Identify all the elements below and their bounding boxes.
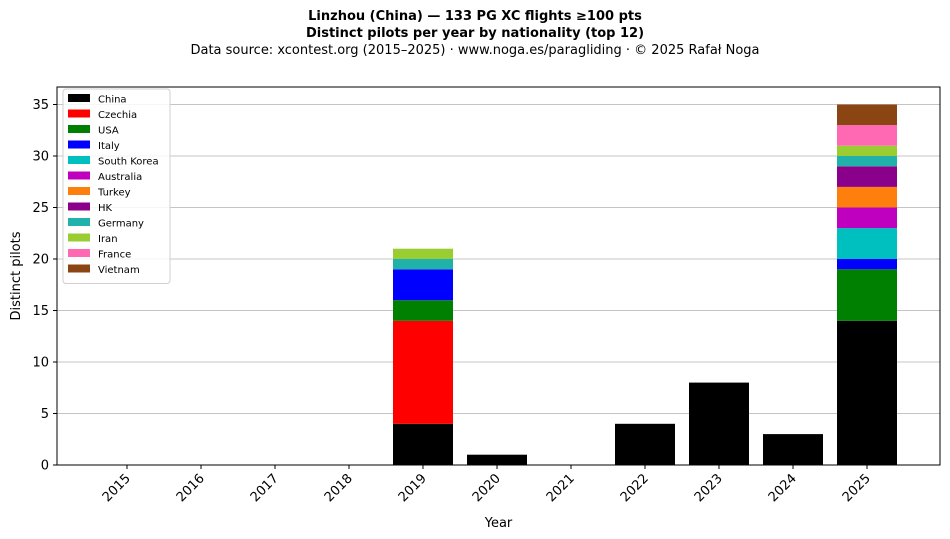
bar-segment: [393, 423, 453, 465]
x-tick-label: 2016: [174, 471, 208, 505]
y-tick-label: 0: [41, 459, 49, 474]
legend: China Czechia USA Italy South Korea Australia…: [62, 88, 171, 284]
legend-swatch: [68, 249, 90, 257]
legend-swatch: [68, 202, 90, 211]
x-tick-label: 2023: [692, 471, 726, 505]
x-axis: 2015 2016 2017 2018 2019 2020 2021 2022 2023 2024…: [100, 465, 874, 505]
gridlines: [57, 104, 940, 466]
legend-label: Australia: [98, 172, 142, 183]
chart-source: Data source: xcontest.org (2015–2025) · …: [190, 43, 760, 58]
legend-swatch: [68, 264, 90, 273]
x-axis-label: Year: [484, 516, 513, 531]
bar-segment: [615, 423, 675, 465]
legend-label: Iran: [98, 234, 118, 245]
bar-segment: [393, 259, 453, 270]
bar-segment: [837, 207, 897, 229]
bar-segment: [393, 320, 453, 424]
bar-segment: [837, 145, 897, 157]
x-tick-label: 2025: [840, 471, 874, 505]
legend-swatch: [68, 233, 90, 242]
legend-label: Czechia: [98, 110, 137, 121]
x-tick-label: 2019: [396, 471, 430, 505]
legend-label: Italy: [98, 141, 120, 152]
legend-swatch: [68, 140, 90, 149]
legend-label: China: [98, 95, 127, 106]
bar-segment: [393, 248, 453, 260]
bar-segment: [837, 125, 897, 146]
x-tick-label: 2018: [322, 471, 356, 505]
y-tick-label: 5: [41, 407, 49, 422]
bar-segment: [837, 320, 897, 465]
legend-swatch: [68, 125, 90, 133]
bar-segment: [467, 454, 527, 465]
bar-segment: [837, 228, 897, 260]
chart-titles: Linzhou (China) — 133 PG XC flights ≥100…: [0, 8, 950, 59]
y-tick-label: 10: [32, 356, 49, 371]
chart-subtitle: Distinct pilots per year by nationality …: [305, 26, 645, 41]
legend-label: HK: [98, 203, 113, 214]
x-tick-label: 2021: [544, 471, 578, 505]
x-tick-label: 2020: [470, 471, 504, 505]
y-tick-label: 20: [32, 253, 49, 268]
legend-swatch: [68, 94, 90, 102]
legend-swatch: [68, 109, 90, 118]
chart-title: Linzhou (China) — 133 PG XC flights ≥100…: [308, 9, 642, 24]
legend-swatch: [68, 156, 90, 164]
y-axis: 0 5 10 15 20 25 30 35: [32, 98, 57, 474]
legend-swatch: [68, 218, 90, 226]
y-tick-label: 30: [32, 150, 49, 165]
bar-segment: [837, 104, 897, 126]
bars: [393, 104, 897, 465]
bar-segment: [837, 259, 897, 270]
bar-segment: [393, 269, 453, 301]
bar-segment: [763, 434, 823, 465]
legend-label: Turkey: [97, 188, 131, 199]
x-tick-label: 2024: [766, 471, 800, 505]
bar-segment: [837, 269, 897, 321]
y-tick-label: 35: [32, 98, 49, 113]
bar-segment: [837, 166, 897, 187]
legend-label: USA: [98, 126, 119, 137]
bar-segment: [689, 382, 749, 465]
y-axis-label: Distinct pilots: [9, 231, 24, 320]
y-tick-label: 15: [32, 304, 49, 319]
plot-frame: [56, 86, 941, 466]
legend-label: France: [98, 250, 131, 261]
bar-segment: [837, 156, 897, 167]
legend-swatch: [68, 187, 90, 195]
legend-label: Vietnam: [98, 265, 140, 276]
legend-swatch: [68, 171, 90, 180]
y-tick-label: 25: [32, 201, 49, 216]
legend-label: Germany: [98, 219, 144, 230]
legend-label: South Korea: [98, 157, 159, 168]
x-tick-label: 2017: [248, 471, 282, 505]
bar-segment: [393, 300, 453, 321]
x-tick-label: 2022: [618, 471, 652, 505]
bar-segment: [837, 186, 897, 208]
x-tick-label: 2015: [100, 471, 134, 505]
